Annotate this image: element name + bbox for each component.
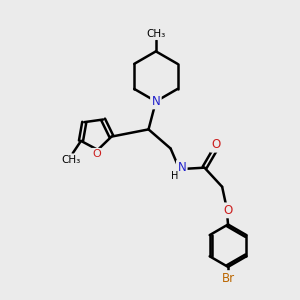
Text: O: O (224, 204, 233, 217)
Text: O: O (211, 138, 220, 151)
Text: N: N (152, 95, 160, 108)
Text: H: H (171, 171, 179, 181)
Text: N: N (177, 161, 186, 174)
Text: CH₃: CH₃ (61, 155, 81, 165)
Text: Br: Br (221, 272, 235, 285)
Text: O: O (92, 149, 101, 159)
Text: CH₃: CH₃ (146, 29, 166, 39)
